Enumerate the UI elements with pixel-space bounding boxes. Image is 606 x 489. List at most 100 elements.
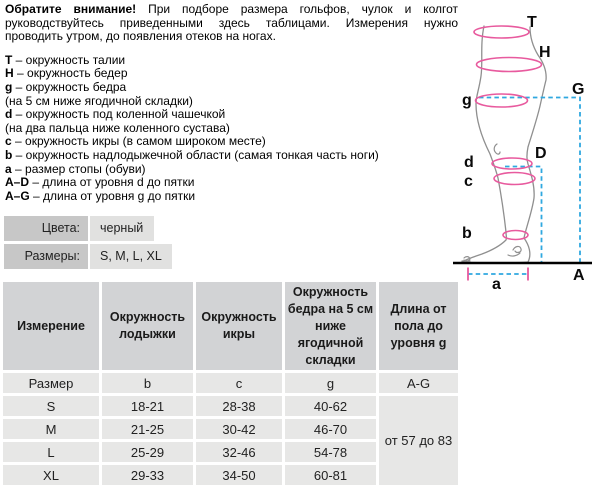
size-row-XL: XL 29-33 34-50 60-81 bbox=[3, 465, 458, 485]
cell-g: 40-62 bbox=[285, 396, 376, 416]
colors-row: Цвета: черный bbox=[4, 216, 172, 241]
ankle-ellipse-b bbox=[502, 229, 529, 241]
definition-line-d: d – окружность под коленной чашечкой bbox=[5, 107, 458, 122]
definition-term: A–G bbox=[5, 188, 30, 203]
leg-outline bbox=[459, 25, 547, 264]
definition-term: T bbox=[5, 52, 13, 67]
knee-crease-detail bbox=[493, 143, 501, 155]
definition-desc: – длина от уровня g до пятки bbox=[29, 188, 196, 203]
cell-b: 25-29 bbox=[102, 442, 193, 462]
definition-desc: – окружность талии bbox=[12, 52, 126, 67]
definition-desc: – окружность икры (в самом широком месте… bbox=[11, 134, 266, 149]
calf-ellipse-c bbox=[493, 171, 536, 186]
cell-size: XL bbox=[3, 465, 99, 485]
measurement-instructions: Обратите внимание! При подборе размера г… bbox=[5, 2, 459, 204]
leg-measurement-diagram: T H G g D d c b A a bbox=[453, 14, 592, 292]
col-header-ankle: Окружность лодыжки bbox=[102, 282, 193, 370]
definition-term: A–D bbox=[5, 175, 30, 190]
g-to-G-guide-line bbox=[479, 96, 581, 263]
definition-line-b: b – окружность надлодыжечной области (са… bbox=[5, 147, 458, 163]
cell-c: 34-50 bbox=[196, 465, 282, 485]
cell-size: M bbox=[3, 419, 99, 439]
cell-length-range: от 57 до 83 bbox=[379, 396, 458, 485]
hips-ellipse-H bbox=[475, 56, 543, 73]
cell-g: 60-81 bbox=[285, 465, 376, 485]
below-knee-ellipse-d bbox=[491, 157, 533, 170]
cell-g: 46-70 bbox=[285, 419, 376, 439]
cell-b: 18-21 bbox=[102, 396, 193, 416]
definition-desc: – длина от уровня d до пятки bbox=[29, 175, 195, 190]
definition-desc: (на 5 см ниже ягодичной складки) bbox=[5, 93, 193, 108]
definition-line-AG: A–G – длина от уровня g до пятки bbox=[5, 188, 458, 204]
cell-c: 30-42 bbox=[196, 419, 282, 439]
definition-term: d bbox=[5, 107, 13, 122]
col-header-thigh: Окружность бедра на 5 см ниже ягодичной … bbox=[285, 282, 376, 370]
waist-ellipse-T bbox=[473, 25, 530, 39]
intro-bold-lead: Обратите внимание! bbox=[5, 2, 137, 16]
label-G: G bbox=[572, 81, 584, 98]
d-to-D-guide-line bbox=[505, 165, 543, 263]
intro-line-3: проводить утром, до появления отеков на … bbox=[5, 29, 276, 44]
symbol-size: Размер bbox=[3, 373, 99, 393]
size-table: Измерение Окружность лодыжки Окружность … bbox=[0, 279, 461, 488]
size-row-L: L 25-29 32-46 54-78 bbox=[3, 442, 458, 462]
symbol-b: b bbox=[102, 373, 193, 393]
cell-size: S bbox=[3, 396, 99, 416]
definition-desc: – окружность бедер bbox=[13, 66, 128, 81]
size-table-header-row: Измерение Окружность лодыжки Окружность … bbox=[3, 282, 458, 370]
cell-c: 28-38 bbox=[196, 396, 282, 416]
cell-b: 21-25 bbox=[102, 419, 193, 439]
label-g: g bbox=[462, 92, 472, 109]
colors-value: черный bbox=[90, 216, 154, 241]
col-header-calf: Окружность икры bbox=[196, 282, 282, 370]
definition-list: T – окружность талии H – окружность беде… bbox=[5, 52, 458, 204]
definition-line-T: T – окружность талии bbox=[5, 52, 458, 68]
definition-term: a bbox=[5, 161, 12, 176]
definition-term: H bbox=[5, 66, 14, 81]
symbol-c: c bbox=[196, 373, 282, 393]
label-T: T bbox=[527, 14, 537, 31]
definition-term: b bbox=[5, 147, 13, 162]
definition-term: g bbox=[5, 79, 13, 94]
definition-line-g: g – окружность бедра bbox=[5, 79, 458, 95]
col-header-length: Длина от пола до уровня g bbox=[379, 282, 458, 370]
product-attributes: Цвета: черный Размеры: S, M, L, XL bbox=[4, 216, 172, 272]
definition-desc: – окружность надлодыжечной области (сама… bbox=[12, 147, 379, 162]
sizes-label: Размеры: bbox=[4, 244, 88, 269]
intro-line-1: Обратите внимание! При подборе размера г… bbox=[5, 2, 459, 17]
definition-term: c bbox=[5, 134, 12, 149]
sizes-value: S, M, L, XL bbox=[90, 244, 172, 269]
size-row-S: S 18-21 28-38 40-62 от 57 до 83 bbox=[3, 396, 458, 485]
label-H: H bbox=[539, 44, 551, 61]
col-header-measurement: Измерение bbox=[3, 282, 99, 370]
label-d: d bbox=[464, 154, 474, 171]
symbol-g: g bbox=[285, 373, 376, 393]
sizes-row: Размеры: S, M, L, XL bbox=[4, 244, 172, 269]
definition-desc: – окружность бедра bbox=[12, 79, 127, 94]
intro-line-2: руководствуйтесь приведенными здесь табл… bbox=[5, 15, 458, 30]
definition-desc: – окружность под коленной чашечкой bbox=[12, 107, 226, 122]
definition-line-AD: A–D – длина от уровня d до пятки bbox=[5, 175, 458, 190]
cell-size: L bbox=[3, 442, 99, 462]
definition-line-g-note: (на 5 см ниже ягодичной складки) bbox=[5, 93, 458, 109]
size-table-symbol-row: Размер b c g A-G bbox=[3, 373, 458, 393]
thigh-ellipse-g bbox=[474, 93, 529, 108]
definition-line-d-note: (на два пальца ниже коленного сустава) bbox=[5, 120, 458, 136]
intro-line-1-rest: При подборе размера гольфов, чулок и кол… bbox=[136, 2, 459, 16]
ankle-detail bbox=[507, 245, 522, 257]
cell-g: 54-78 bbox=[285, 442, 376, 462]
colors-label: Цвета: bbox=[4, 216, 88, 241]
definition-line-H: H – окружность бедер bbox=[5, 67, 458, 81]
label-a: a bbox=[492, 276, 501, 292]
size-row-M: M 21-25 30-42 46-70 bbox=[3, 419, 458, 439]
definition-desc: – размер стопы (обуви) bbox=[11, 161, 146, 176]
cell-c: 32-46 bbox=[196, 442, 282, 462]
cell-b: 29-33 bbox=[102, 465, 193, 485]
label-c: c bbox=[464, 173, 473, 190]
definition-line-a: a – размер стопы (обуви) bbox=[5, 161, 458, 177]
definition-desc: (на два пальца ниже коленного сустава) bbox=[5, 120, 230, 135]
toes-detail bbox=[461, 256, 471, 262]
label-b: b bbox=[462, 225, 472, 242]
label-A: A bbox=[573, 267, 585, 284]
